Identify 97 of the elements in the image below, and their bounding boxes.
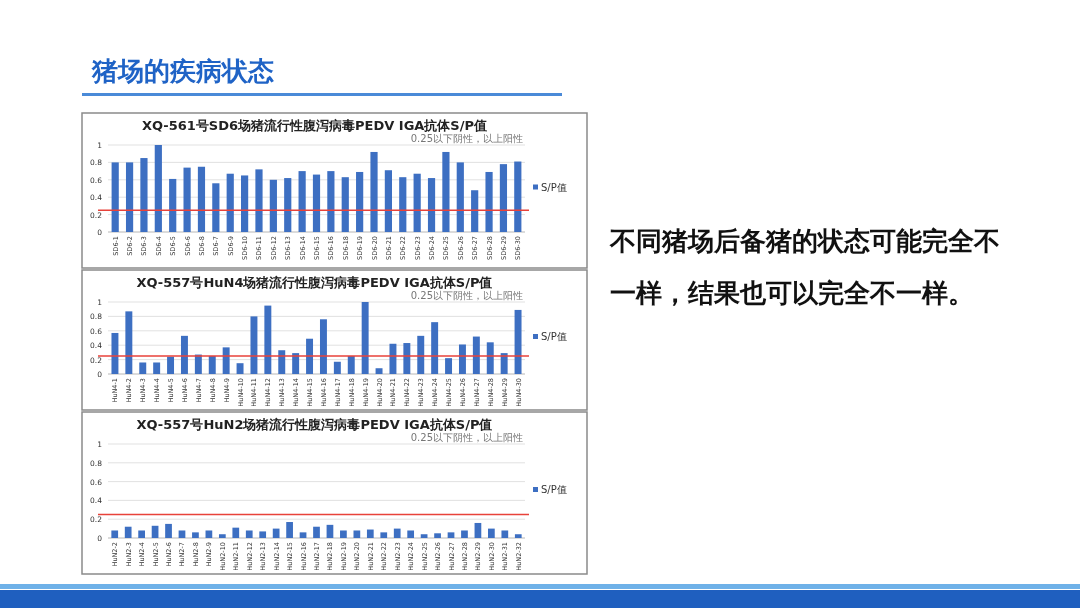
bar [319, 319, 327, 374]
chart-title: XQ-557号HuN4场猪流行性腹泻病毒PEDV IGA抗体S/P值 [136, 275, 493, 290]
bar [407, 530, 415, 538]
bar [259, 531, 267, 538]
legend-label: S/P值 [541, 181, 567, 193]
bar [167, 356, 175, 374]
bar [403, 343, 411, 374]
bar [124, 526, 132, 538]
bar [250, 316, 258, 374]
bar [333, 361, 341, 374]
bar [197, 166, 206, 232]
bar [111, 530, 119, 538]
bar [278, 350, 286, 374]
bar [298, 171, 306, 232]
bar [264, 305, 272, 374]
bar [169, 178, 177, 232]
text: 0.25以下阴性，以上阳性 [410, 290, 523, 301]
bar [380, 532, 388, 538]
bar [180, 335, 188, 374]
bar [427, 178, 436, 232]
bar [499, 164, 508, 232]
bar [222, 347, 230, 374]
bar [456, 162, 464, 232]
bar [165, 523, 172, 538]
bar [111, 162, 119, 232]
bar [417, 335, 425, 374]
bar [514, 309, 522, 374]
bar [384, 170, 392, 232]
bar [192, 532, 199, 538]
bar [153, 362, 161, 374]
legend-label: S/P值 [541, 331, 567, 342]
bar [208, 356, 216, 374]
bar [375, 368, 383, 374]
bar [306, 338, 314, 374]
bar [341, 177, 349, 232]
bar [431, 322, 439, 374]
bar [292, 353, 300, 374]
bar [486, 342, 494, 374]
bar [111, 332, 119, 374]
bar [370, 151, 378, 232]
bar [340, 530, 347, 538]
bar [393, 528, 401, 538]
bar [125, 162, 134, 232]
bar [413, 173, 421, 232]
bar [420, 534, 428, 538]
bar [232, 527, 240, 538]
bar [212, 183, 220, 232]
bar [241, 175, 249, 232]
bar [269, 179, 277, 232]
bar [183, 167, 191, 232]
bar [488, 528, 495, 538]
bar [327, 171, 335, 232]
bar [313, 526, 320, 538]
bar [461, 530, 468, 538]
chart-title: XQ-561号SD6场猪流行性腹泻病毒PEDV IGA抗体S/P值 [141, 118, 488, 133]
bar [154, 145, 162, 232]
bar [353, 530, 361, 538]
bar [445, 358, 453, 374]
text: 0.25以下阴性，以上阳性 [410, 432, 523, 443]
bar [299, 532, 307, 538]
bar [139, 362, 147, 374]
chart-title: XQ-557号HuN2场猪流行性腹泻病毒PEDV IGA抗体S/P值 [136, 417, 493, 432]
bar [178, 530, 186, 538]
bar [286, 522, 293, 538]
bar [226, 173, 234, 232]
bar [356, 171, 364, 232]
bar [434, 533, 441, 538]
bar [514, 534, 522, 538]
bar [485, 171, 493, 232]
bar [471, 190, 479, 232]
bar [125, 311, 133, 374]
bar [366, 529, 374, 538]
bar [205, 530, 213, 538]
bar [312, 174, 321, 232]
bar [272, 528, 280, 538]
legend-label: S/P值 [541, 484, 567, 495]
bar [255, 169, 263, 232]
bar [218, 534, 226, 538]
bar [472, 336, 480, 374]
bar [284, 178, 292, 232]
bar [389, 343, 397, 374]
bar [501, 530, 509, 538]
bar [514, 161, 522, 232]
text: 0.25以下阴性，以上阳性 [410, 133, 523, 144]
bar [245, 530, 253, 538]
text: 不同猪场后备猪的状态可能完全不一样，结果也可以完全不一样。 [609, 226, 1000, 308]
bar [447, 532, 455, 538]
bar [347, 356, 355, 374]
bar [140, 158, 148, 232]
bar [500, 353, 508, 374]
bar [458, 344, 466, 374]
text: 猪场的疾病状态 [91, 56, 274, 86]
bar [442, 151, 450, 232]
bar [138, 530, 145, 538]
bar [236, 363, 244, 374]
bar [399, 177, 407, 232]
bar [361, 302, 369, 374]
